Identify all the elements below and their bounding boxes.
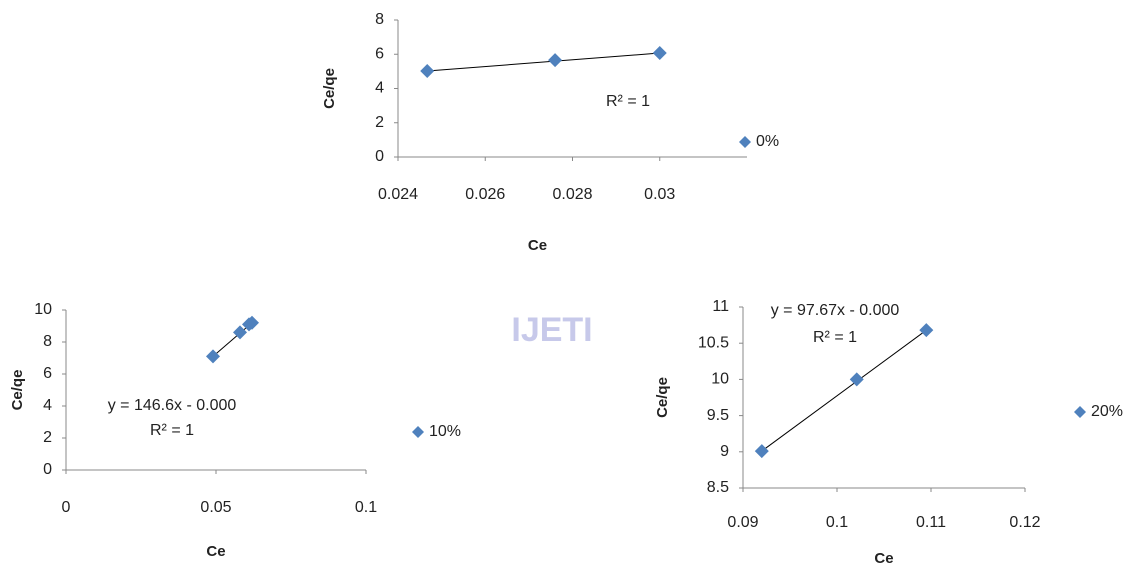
y-tick-label: 4 <box>43 397 52 414</box>
trendline <box>212 322 253 357</box>
y-tick-label: 8.5 <box>707 479 729 496</box>
x-tick-label: 0.12 <box>1009 514 1040 531</box>
y-tick-label: 0 <box>375 148 384 165</box>
y-tick-label: 9.5 <box>707 407 729 424</box>
annotation: y = 97.67x - 0.000 <box>771 302 900 319</box>
legend-marker <box>739 136 751 148</box>
y-tick-label: 8 <box>43 333 52 350</box>
x-tick-label: 0.05 <box>200 499 231 516</box>
point <box>919 323 934 338</box>
x-tick-label: 0.028 <box>552 186 592 203</box>
y-tick-label: 10.5 <box>698 334 729 351</box>
trendline <box>427 52 660 72</box>
legend-marker <box>1074 406 1086 418</box>
point <box>245 315 259 330</box>
y-tick-label: 2 <box>375 114 384 131</box>
annotation: R² = 1 <box>606 93 650 110</box>
point <box>233 325 247 340</box>
x-tick-label: 0 <box>62 499 71 516</box>
y-tick-label: 9 <box>720 443 729 460</box>
y-tick-label: 4 <box>375 80 384 97</box>
y-axis-title: Ce/qe <box>9 370 26 411</box>
legend-marker <box>412 426 424 438</box>
x-tick-label: 0.024 <box>378 186 418 203</box>
y-tick-label: 2 <box>43 429 52 446</box>
y-tick-label: 6 <box>43 365 52 382</box>
annotation: R² = 1 <box>150 422 194 439</box>
annotation: R² = 1 <box>813 329 857 346</box>
x-axis-title: Ce <box>874 550 893 567</box>
trendline <box>761 329 927 452</box>
y-tick-label: 10 <box>711 371 729 388</box>
y-tick-label: 8 <box>375 11 384 28</box>
y-axis-title: Ce/qe <box>321 68 338 109</box>
x-tick-label: 0.09 <box>727 514 758 531</box>
point <box>420 64 435 79</box>
point <box>754 444 769 459</box>
x-axis-title: Ce <box>528 237 547 254</box>
y-tick-label: 6 <box>375 45 384 62</box>
point <box>652 46 667 61</box>
x-tick-label: 0.1 <box>826 514 848 531</box>
x-axis-title: Ce <box>206 543 225 560</box>
legend-label: 0% <box>756 133 779 150</box>
y-tick-label: 11 <box>712 298 729 315</box>
x-tick-label: 0.03 <box>644 186 675 203</box>
annotation: y = 146.6x - 0.000 <box>108 397 237 414</box>
x-tick-label: 0.11 <box>916 514 946 531</box>
legend-label: 20% <box>1091 403 1123 420</box>
y-axis-title: Ce/qe <box>654 377 671 418</box>
point <box>206 349 220 364</box>
point <box>548 53 563 68</box>
y-tick-label: 0 <box>43 461 52 478</box>
point <box>849 372 864 387</box>
legend-label: 10% <box>429 423 461 440</box>
x-tick-label: 0.1 <box>355 499 377 516</box>
y-tick-label: 10 <box>34 301 52 318</box>
x-tick-label: 0.026 <box>465 186 505 203</box>
watermark: IJETI <box>511 311 592 349</box>
